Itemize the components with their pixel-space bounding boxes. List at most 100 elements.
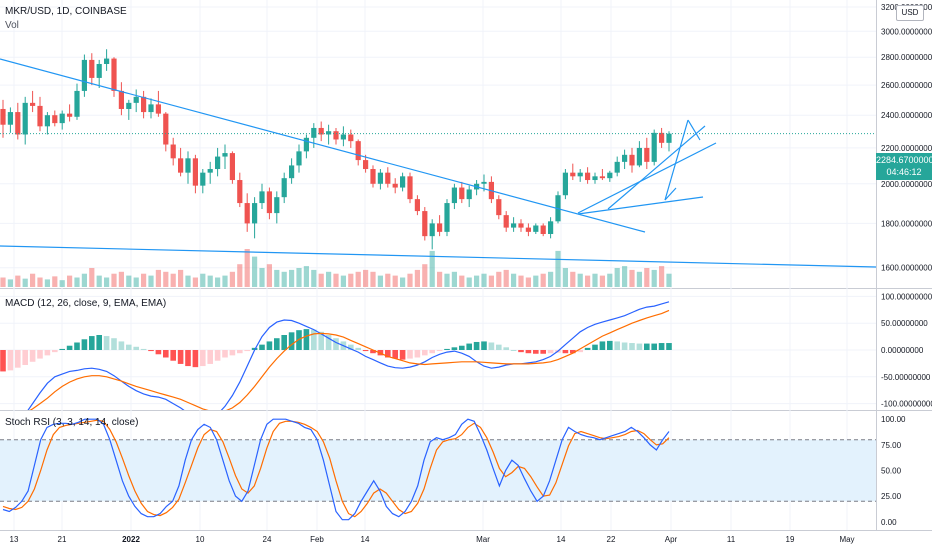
- volume-bar: [252, 256, 258, 287]
- volume-bar: [348, 273, 354, 287]
- macd-legend: MACD (12, 26, close, 9, EMA, EMA): [5, 298, 167, 309]
- macd-histogram-bar: [7, 350, 14, 371]
- volume-bar: [511, 273, 517, 287]
- macd-histogram-bar: [599, 341, 606, 350]
- candle-body: [104, 58, 110, 64]
- candle-body: [518, 223, 524, 228]
- volume-bar: [555, 250, 561, 287]
- volume-bar: [229, 271, 235, 287]
- candle-body: [525, 227, 531, 232]
- volume-bar: [437, 271, 443, 287]
- macd-histogram-bar: [155, 350, 162, 355]
- macd-histogram-bar: [281, 335, 287, 350]
- candle-body: [666, 133, 672, 143]
- candle-body: [22, 102, 28, 135]
- macd-histogram-bar: [192, 350, 199, 368]
- time-axis-label: 14: [361, 535, 370, 544]
- candle-body: [481, 181, 487, 184]
- candle-body: [59, 113, 65, 124]
- candle-body: [163, 113, 169, 145]
- macd-histogram-bar: [481, 341, 487, 350]
- volume-bar: [200, 273, 206, 287]
- candle-body: [496, 199, 502, 216]
- candle-body: [200, 172, 206, 186]
- stoch-axis-label: 25.00: [881, 492, 902, 501]
- candle-body: [96, 63, 102, 78]
- macd-histogram-bar: [133, 346, 139, 350]
- candle-body: [30, 102, 36, 106]
- trendline: [687, 119, 701, 141]
- macd-axis-label: 0.00000000: [881, 346, 924, 355]
- trendline: [577, 196, 704, 215]
- macd-histogram-bar: [111, 338, 117, 350]
- volume-bar: [651, 269, 657, 287]
- candle-body: [0, 108, 6, 125]
- candle-body: [533, 225, 539, 232]
- signal-line: [29, 309, 670, 410]
- macd-axis-label: -50.00000000: [881, 373, 931, 382]
- volume-bar: [222, 275, 228, 287]
- candle-body: [215, 156, 221, 170]
- candle-body: [370, 169, 376, 184]
- trendline: [664, 119, 689, 201]
- macd-histogram-bar: [170, 350, 176, 361]
- volume-bar: [44, 279, 50, 287]
- macd-histogram-bar: [503, 347, 509, 350]
- currency-badge[interactable]: USD: [896, 5, 924, 21]
- candle-body: [511, 223, 517, 228]
- candle-body: [89, 59, 95, 78]
- volume-bar: [296, 268, 302, 287]
- candle-body: [577, 172, 583, 177]
- volume-bar: [111, 273, 117, 287]
- candle-body: [348, 134, 354, 142]
- volume-bar: [237, 264, 243, 287]
- macd-histogram-bar: [118, 341, 125, 350]
- volume-bar: [311, 269, 317, 287]
- macd-histogram-bar: [651, 343, 657, 350]
- candle-body: [651, 132, 657, 162]
- volume-bar: [133, 277, 139, 287]
- stoch-axis-label: 0.00: [881, 518, 897, 527]
- time-axis-label: 24: [263, 535, 272, 544]
- volume-bar: [266, 264, 272, 287]
- candle-body: [659, 132, 665, 143]
- volume-bar: [96, 275, 102, 287]
- candle-body: [614, 161, 620, 173]
- volume-bar: [525, 277, 531, 287]
- price-axis-label: 2000.00000000: [881, 180, 932, 189]
- candle-body: [126, 102, 132, 109]
- volume-bar: [659, 266, 665, 287]
- macd-histogram-bar: [577, 350, 583, 353]
- volume-bar: [207, 275, 213, 287]
- macd-histogram-bar: [385, 350, 391, 358]
- candle-body: [155, 104, 161, 114]
- macd-histogram-bar: [488, 342, 495, 350]
- macd-histogram-bar: [89, 336, 95, 350]
- volume-bar: [429, 250, 435, 287]
- volume-bar: [155, 269, 161, 287]
- candle-body: [222, 153, 228, 157]
- macd-histogram-bar: [333, 338, 339, 350]
- volume-bar: [22, 278, 28, 287]
- volume-bar: [577, 273, 583, 287]
- candle-body: [451, 187, 457, 204]
- candle-body: [444, 203, 450, 232]
- macd-histogram-bar: [266, 341, 273, 350]
- macd-axis-label: 100.00000000: [881, 292, 932, 301]
- price-axis-label: 3000.00000000: [881, 27, 932, 36]
- candle-body: [118, 90, 124, 109]
- volume-bar: [355, 271, 361, 287]
- macd-line: [27, 301, 670, 410]
- macd-histogram-bar: [140, 348, 147, 350]
- macd-histogram-bar: [126, 344, 132, 350]
- candle-body: [644, 147, 650, 162]
- macd-histogram-bar: [429, 350, 435, 354]
- candle-body: [311, 127, 317, 138]
- volume-bar: [67, 275, 73, 287]
- macd-histogram-bar: [200, 350, 206, 367]
- candle-body: [192, 158, 198, 186]
- candle-body: [400, 176, 406, 188]
- volume-bar: [178, 269, 184, 287]
- candle-body: [392, 183, 398, 188]
